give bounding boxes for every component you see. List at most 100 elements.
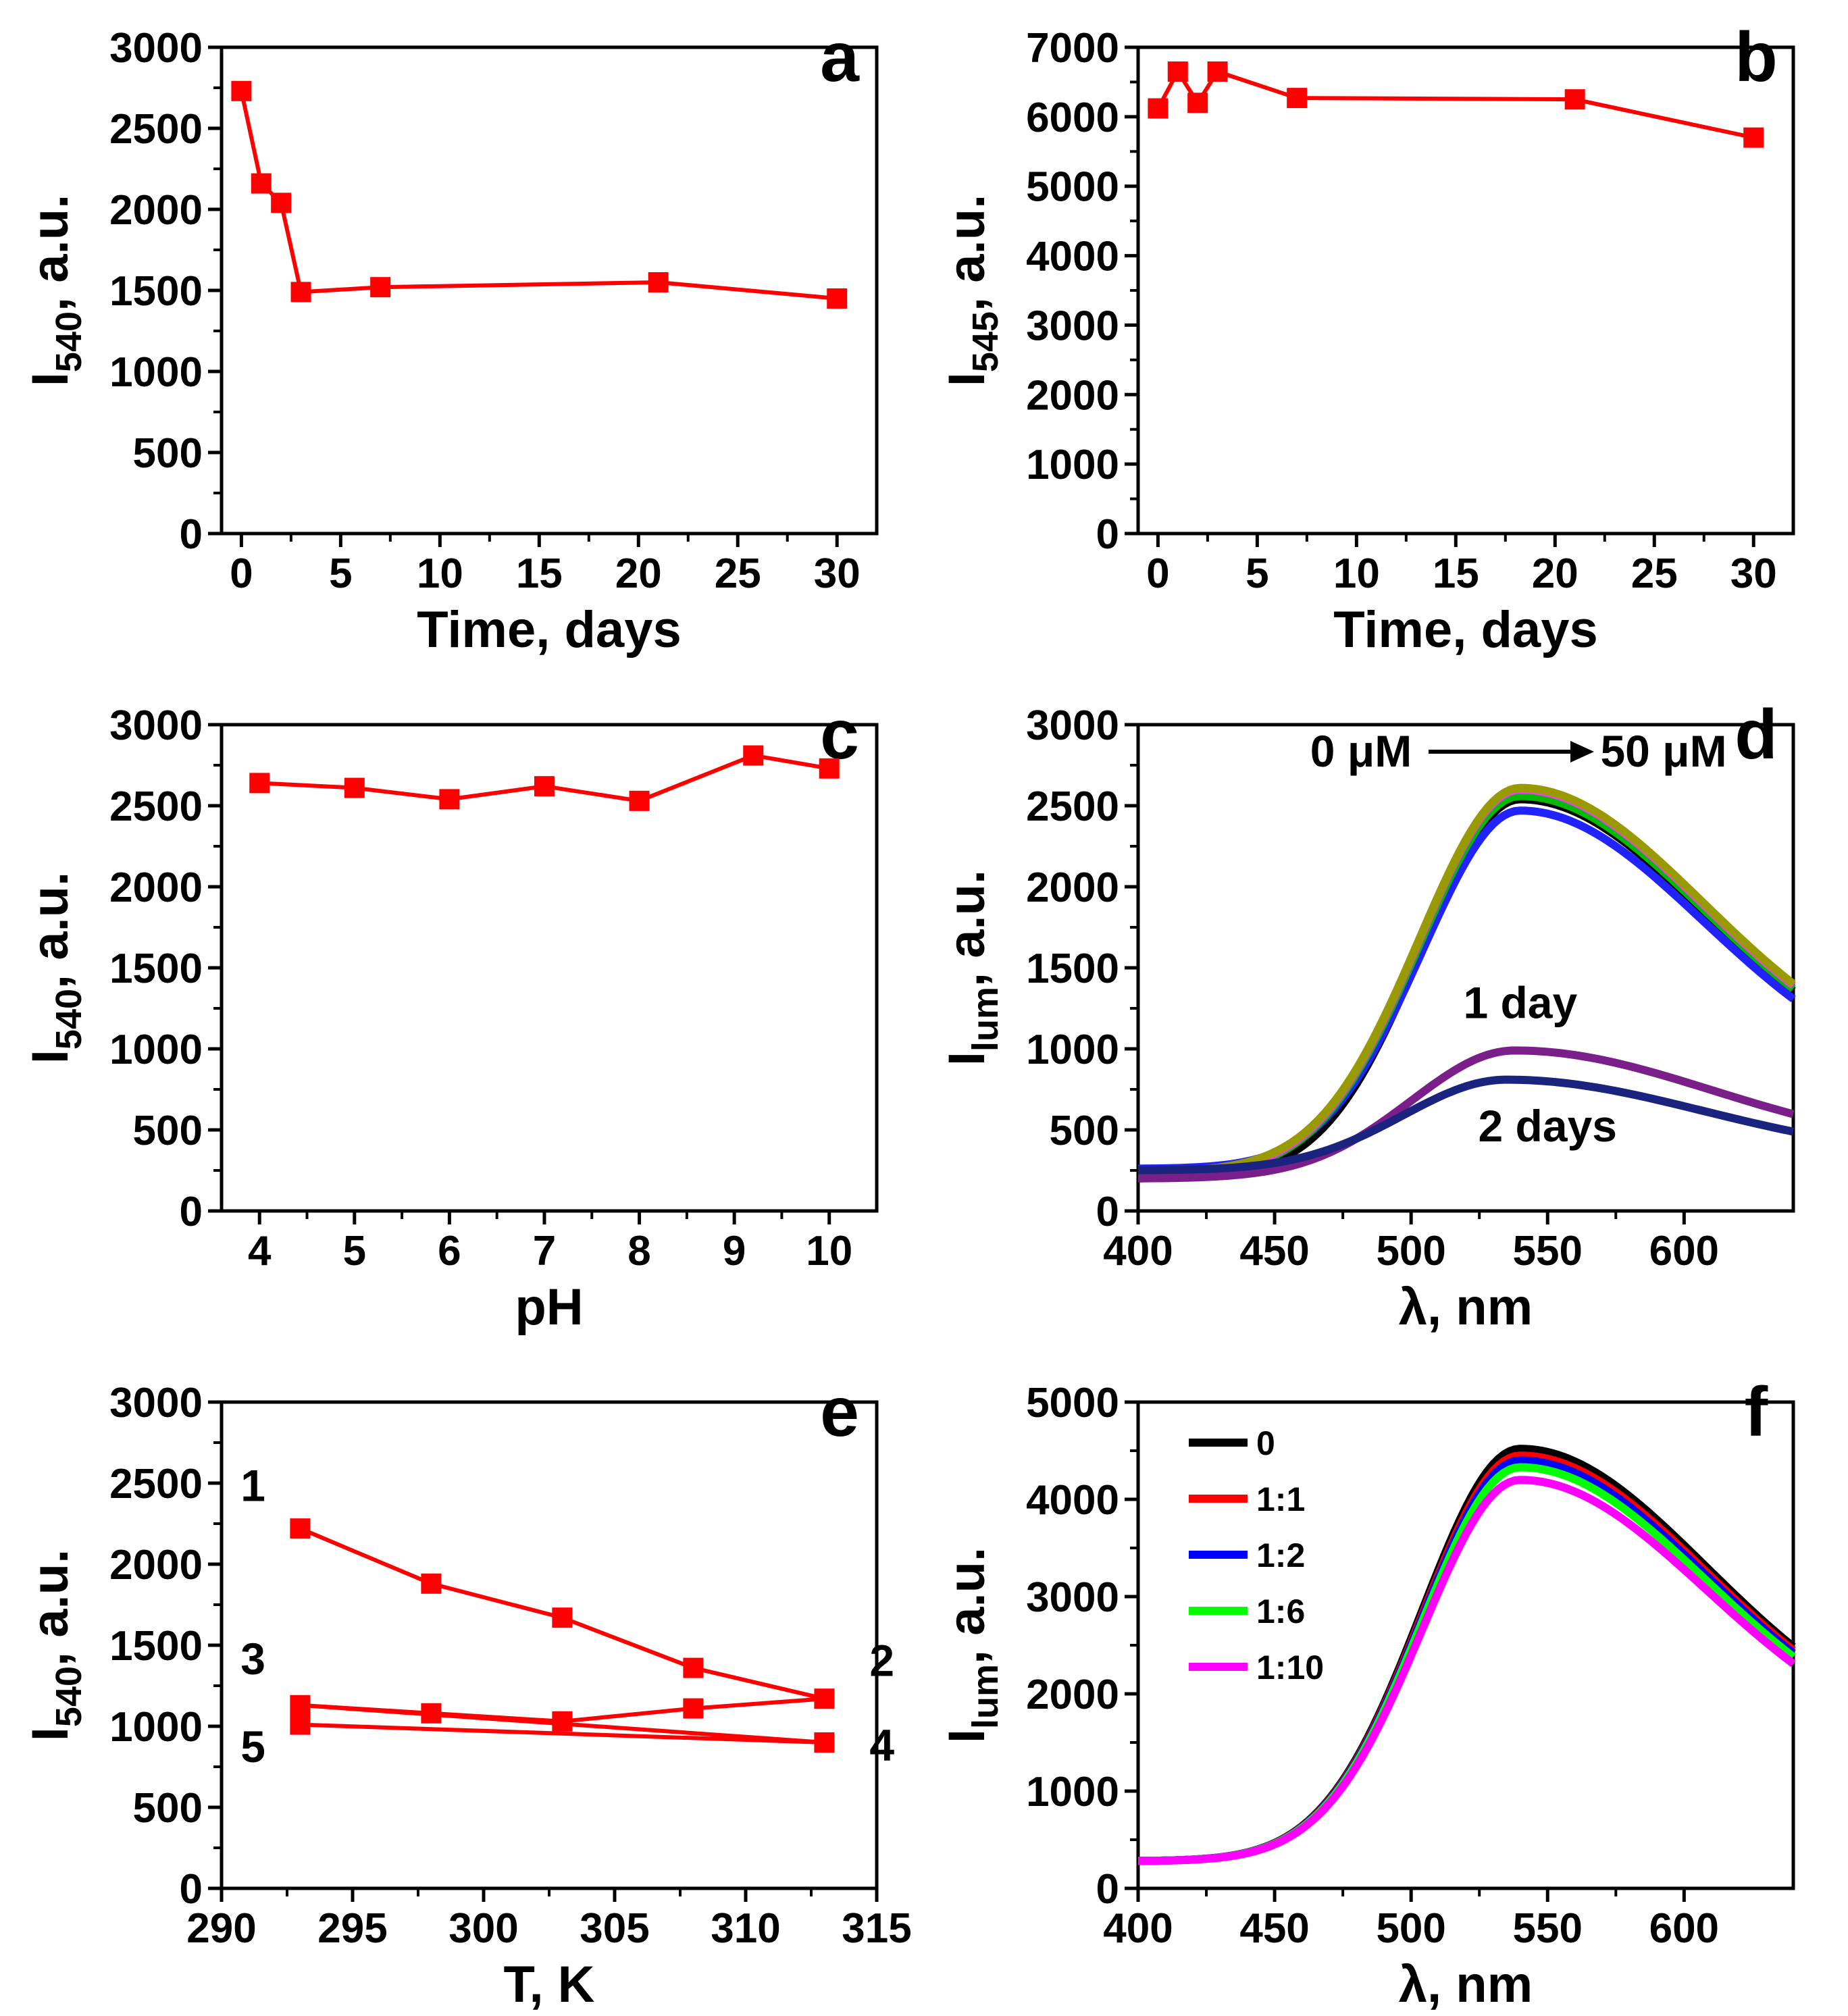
data-point	[421, 1703, 442, 1724]
x-tick-label: 25	[715, 550, 761, 597]
y-tick-label: 2000	[109, 187, 203, 234]
y-tick-label: 500	[133, 1108, 203, 1154]
y-tick-label: 0	[180, 1866, 203, 1913]
y-tick-label: 3000	[1026, 702, 1119, 749]
x-tick-label: 25	[1631, 550, 1678, 597]
y-tick-label: 2500	[109, 1461, 203, 1507]
series-line	[299, 1526, 825, 1744]
y-tick-label: 5000	[1026, 164, 1119, 211]
x-tick-label: 5	[329, 550, 352, 597]
x-axis-label: Time, days	[1333, 601, 1597, 658]
y-tick-label: 0	[1096, 1866, 1119, 1913]
y-tick-label: 5000	[1026, 1380, 1119, 1426]
y-tick-label: 1000	[1026, 1027, 1119, 1073]
x-tick-label: 290	[186, 1905, 256, 1952]
y-tick-label: 1500	[109, 946, 203, 992]
data-point	[1207, 61, 1228, 82]
x-tick-label: 400	[1103, 1905, 1173, 1952]
data-point	[552, 1711, 573, 1732]
x-tick-label: 450	[1239, 1905, 1309, 1952]
x-axis-label: λ, nm	[1399, 1278, 1533, 1336]
y-tick-label: 1500	[109, 1623, 203, 1670]
y-axis-label: I545, a.u.	[938, 195, 1006, 386]
data-point	[683, 1657, 704, 1678]
panel-label: a	[820, 18, 860, 97]
annotation-2days: 2 days	[1479, 1101, 1617, 1151]
y-tick-label: 2000	[1026, 1672, 1119, 1718]
data-point	[683, 1698, 704, 1719]
data-point	[1564, 89, 1585, 110]
spectrum-curve	[1137, 783, 1796, 1176]
data-point	[271, 192, 292, 213]
panel-label: e	[820, 1373, 859, 1451]
data-point	[819, 758, 840, 779]
y-tick-label: 4000	[1026, 234, 1119, 280]
segment-label: 3	[240, 1634, 265, 1684]
x-tick-label: 6	[438, 1228, 461, 1274]
x-tick-label: 600	[1649, 1228, 1719, 1274]
x-tick-label: 550	[1513, 1228, 1583, 1274]
x-tick-label: 0	[230, 550, 253, 597]
panel-label: f	[1745, 1373, 1768, 1451]
y-tick-label: 2000	[109, 1542, 203, 1588]
axes-frame	[220, 1400, 879, 1890]
x-tick-label: 5	[343, 1228, 366, 1274]
axes-frame	[1136, 723, 1795, 1213]
x-tick-label: 295	[317, 1905, 387, 1952]
y-tick-label: 0	[1096, 511, 1119, 558]
data-point	[370, 277, 391, 298]
data-point	[231, 80, 252, 101]
panel-f: 400 450 500 550 600 0 1000 2000 3000 4000 5000 λ, n…	[938, 1373, 1796, 2013]
y-tick-label: 1000	[109, 1027, 203, 1073]
data-point	[814, 1688, 835, 1709]
x-tick-label: 4	[248, 1228, 272, 1274]
y-tick-label: 2500	[109, 783, 203, 830]
x-tick-label: 400	[1103, 1228, 1173, 1274]
x-tick-label: 0	[1146, 550, 1169, 597]
y-axis-label: Ilum, a.u.	[938, 1547, 1006, 1743]
y-tick-label: 1500	[109, 268, 203, 315]
panel-label: d	[1735, 696, 1778, 774]
y-tick-label: 1000	[109, 1704, 203, 1751]
y-tick-label: 4000	[1026, 1477, 1119, 1524]
data-point	[1167, 61, 1188, 82]
panel-e: 290 295 300 305 310 3150500100015002000250030…	[22, 1373, 912, 2013]
y-tick-label: 3000	[109, 25, 203, 72]
legend-label: 1:6	[1256, 1593, 1305, 1630]
data-point	[1187, 93, 1208, 113]
axes-frame	[220, 723, 879, 1213]
y-tick-label: 500	[1050, 1108, 1119, 1154]
y-tick-label: 3000	[1026, 1574, 1119, 1621]
data-point	[290, 282, 311, 303]
x-tick-label: 315	[842, 1905, 911, 1952]
data-point	[827, 288, 848, 309]
data-point	[421, 1573, 442, 1594]
legend-label: 1:1	[1256, 1480, 1305, 1518]
data-point	[1148, 98, 1169, 119]
x-tick-label: 305	[580, 1905, 649, 1952]
y-tick-label: 0	[180, 1189, 203, 1235]
annotation-1day: 1 day	[1463, 977, 1577, 1027]
x-tick-label: 7	[533, 1228, 556, 1274]
x-tick-label: 550	[1513, 1905, 1583, 1952]
segment-label: 2	[869, 1636, 894, 1686]
x-tick-label: 300	[448, 1905, 518, 1952]
x-axis-label: pH	[515, 1278, 583, 1336]
y-tick-label: 1000	[1026, 442, 1119, 488]
data-point	[534, 776, 555, 797]
x-tick-label: 30	[814, 550, 861, 597]
x-tick-label: 450	[1239, 1228, 1309, 1274]
data-point	[648, 272, 669, 292]
panel-c: 4 5 6 7 8 9 10 0 500 1000 1500 2000 2500 3000 pH I540, …	[22, 696, 879, 1336]
y-tick-label: 2000	[1026, 372, 1119, 419]
data-point	[290, 1518, 311, 1539]
y-tick-label: 7000	[1026, 25, 1119, 72]
legend-label: 1:2	[1256, 1536, 1305, 1574]
data-point	[1287, 88, 1308, 109]
axes-frame	[1136, 45, 1795, 536]
annotation-start: 0 μM	[1310, 726, 1412, 776]
y-tick-label: 1000	[1026, 1769, 1119, 1815]
segment-label: 1	[240, 1460, 265, 1510]
series-line	[239, 91, 838, 301]
